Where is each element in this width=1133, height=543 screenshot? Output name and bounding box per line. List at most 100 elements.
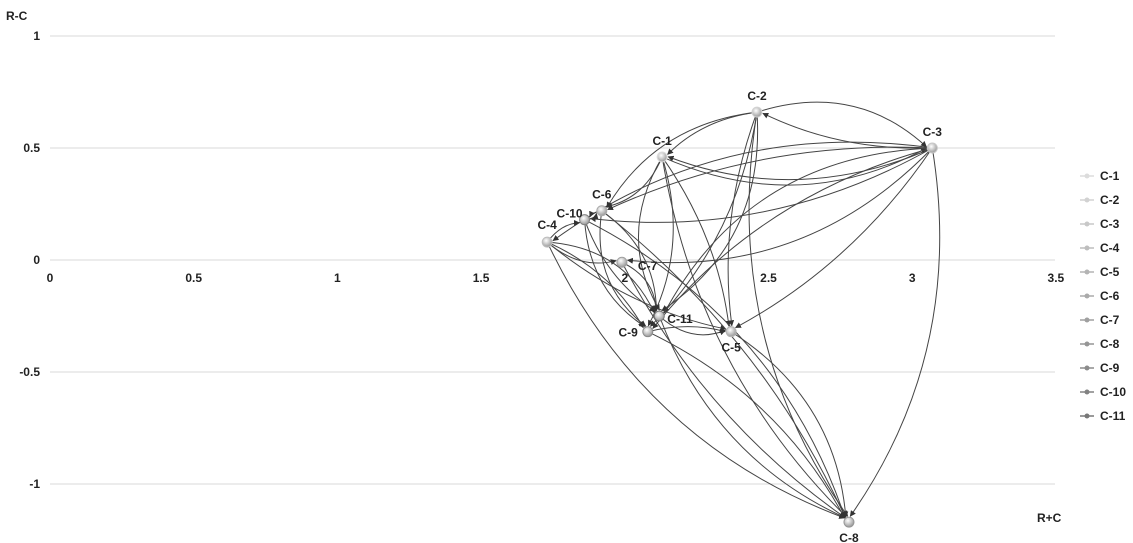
link-arrow bbox=[661, 156, 847, 518]
legend-label: C-7 bbox=[1100, 313, 1120, 327]
link-arrow bbox=[658, 315, 846, 519]
point-label: C-9 bbox=[618, 326, 638, 340]
legend-marker bbox=[1084, 413, 1090, 419]
legend-label: C-6 bbox=[1100, 289, 1120, 303]
point-c-1 bbox=[656, 151, 668, 163]
link-arrow bbox=[658, 315, 726, 336]
gridlines bbox=[50, 35, 1055, 485]
y-tick-label: -0.5 bbox=[19, 365, 40, 379]
link-arrow bbox=[584, 219, 847, 519]
legend-marker bbox=[1084, 173, 1090, 179]
link-arrow bbox=[626, 147, 933, 264]
x-axis-title: R+C bbox=[1037, 511, 1062, 525]
legend-label: C-8 bbox=[1100, 337, 1120, 351]
x-tick-label: 0 bbox=[47, 271, 54, 285]
legend-marker bbox=[1084, 245, 1090, 251]
point-label: C-10 bbox=[557, 207, 583, 221]
legend-marker bbox=[1084, 293, 1090, 299]
link-arrow bbox=[546, 241, 644, 329]
link-arrow bbox=[601, 210, 846, 518]
legend-marker bbox=[1084, 341, 1090, 347]
link-arrow bbox=[637, 156, 663, 311]
point-c-8 bbox=[843, 516, 855, 528]
link-arrow bbox=[589, 147, 933, 223]
link-arrow bbox=[748, 112, 849, 517]
point-labels: C-1 C-2 C-3 C-4 C-5 C-6 C-7 C-8 C-9 C-10 C-11 bbox=[538, 89, 943, 543]
link-arrow bbox=[546, 241, 727, 331]
link-arrow bbox=[849, 147, 941, 517]
point-c-4 bbox=[541, 236, 553, 248]
point-label: C-8 bbox=[839, 531, 859, 543]
y-tick-labels: 1 0.5 0 -0.5 -1 bbox=[19, 29, 40, 491]
point-label: C-7 bbox=[638, 259, 658, 273]
legend-label: C-3 bbox=[1100, 217, 1120, 231]
link-arrow bbox=[762, 112, 933, 149]
y-tick-label: 0 bbox=[33, 253, 40, 267]
link-arrow bbox=[546, 241, 846, 519]
x-tick-label: 2 bbox=[621, 271, 628, 285]
link-arrow bbox=[735, 147, 933, 329]
point-label: C-1 bbox=[652, 134, 672, 148]
legend-marker bbox=[1084, 389, 1090, 395]
link-arrow bbox=[621, 261, 659, 312]
link-arrow bbox=[661, 112, 759, 312]
point-c-2 bbox=[751, 106, 763, 118]
x-tick-label: 1.5 bbox=[473, 271, 490, 285]
link-arrow bbox=[730, 331, 849, 518]
legend: C-1 C-2 C-3 C-4 C-5 C-6 C-7 C-8 C-9 C-10 C-11 bbox=[1080, 169, 1126, 423]
link-arrow bbox=[605, 156, 663, 209]
point-c-5 bbox=[725, 326, 737, 338]
causal-links bbox=[546, 101, 941, 519]
y-tick-label: 1 bbox=[33, 29, 40, 43]
link-arrow bbox=[647, 156, 674, 327]
point-label: C-6 bbox=[592, 188, 612, 202]
legend-label: C-1 bbox=[1100, 169, 1120, 183]
point-c-10 bbox=[579, 214, 591, 226]
x-tick-label: 2.5 bbox=[760, 271, 777, 285]
point-c-3 bbox=[926, 142, 938, 154]
point-label: C-2 bbox=[747, 89, 767, 103]
legend-label: C-9 bbox=[1100, 361, 1120, 375]
legend-label: C-11 bbox=[1100, 409, 1126, 423]
legend-marker bbox=[1084, 221, 1090, 227]
link-arrow bbox=[599, 210, 647, 327]
x-tick-label: 3 bbox=[909, 271, 916, 285]
x-tick-label: 0.5 bbox=[185, 271, 202, 285]
legend-label: C-5 bbox=[1100, 265, 1120, 279]
x-tick-labels: 0 0.5 1 1.5 2 2.5 3 3.5 bbox=[47, 271, 1065, 285]
link-arrow bbox=[661, 156, 732, 327]
legend-marker bbox=[1084, 269, 1090, 275]
link-arrow bbox=[647, 331, 846, 519]
link-arrow bbox=[647, 326, 726, 334]
link-arrow bbox=[652, 147, 933, 329]
legend-label: C-10 bbox=[1100, 385, 1126, 399]
legend-marker bbox=[1084, 197, 1090, 203]
point-c-7 bbox=[616, 256, 628, 268]
link-arrow bbox=[606, 111, 758, 209]
point-c-11 bbox=[653, 310, 665, 322]
link-arrow bbox=[661, 147, 927, 186]
link-arrow bbox=[621, 262, 846, 518]
point-label: C-11 bbox=[667, 312, 693, 326]
point-label: C-3 bbox=[923, 125, 943, 139]
point-label: C-4 bbox=[538, 218, 558, 232]
link-arrow bbox=[584, 219, 646, 327]
legend-label: C-2 bbox=[1100, 193, 1120, 207]
data-points bbox=[541, 106, 938, 528]
link-arrow bbox=[547, 241, 655, 314]
link-arrow bbox=[607, 146, 933, 211]
x-tick-label: 3.5 bbox=[1048, 271, 1065, 285]
link-arrow bbox=[663, 147, 933, 314]
x-tick-label: 1 bbox=[334, 271, 341, 285]
legend-label: C-4 bbox=[1100, 241, 1120, 255]
point-c-9 bbox=[642, 326, 654, 338]
legend-marker bbox=[1084, 365, 1090, 371]
point-label: C-5 bbox=[721, 341, 741, 355]
y-axis-title: R-C bbox=[6, 9, 28, 23]
link-arrow bbox=[650, 112, 758, 327]
link-arrow bbox=[756, 101, 927, 148]
link-arrow bbox=[727, 111, 758, 327]
y-tick-label: -1 bbox=[29, 477, 40, 491]
point-c-6 bbox=[596, 205, 608, 217]
